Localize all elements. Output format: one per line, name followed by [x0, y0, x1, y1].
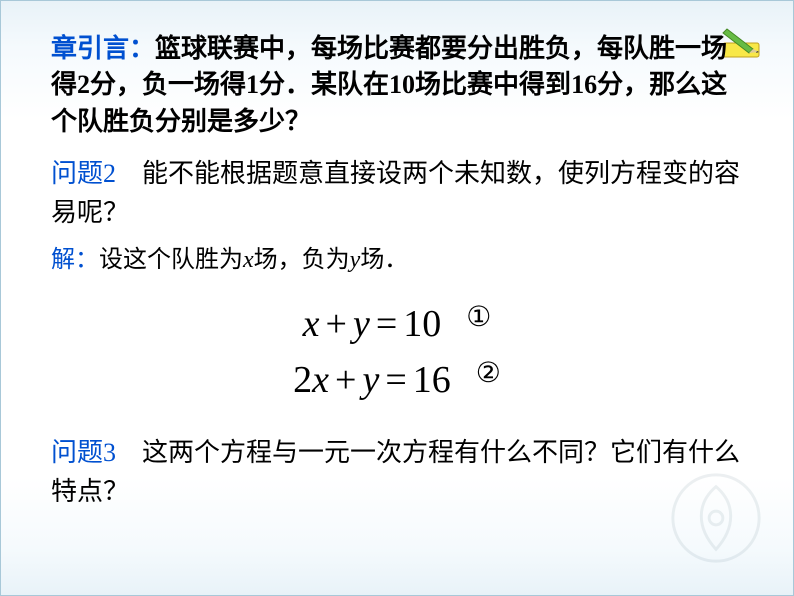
question-2-block: 问题2 能不能根据题意直接设两个未知数，使列方程变的容易呢？ — [51, 154, 743, 232]
intro-text-3: 分．某队在 — [259, 70, 389, 99]
equation-1-marker: ① — [466, 302, 491, 333]
solution-text-2: 场，负为 — [254, 247, 350, 273]
solution-block: 解：设这个队胜为x场，负为y场． — [51, 242, 743, 278]
question-2-text: 能不能根据题意直接设两个未知数，使列方程变的容易呢？ — [51, 159, 740, 227]
slide-content: 章引言：篮球联赛中，每场比赛都要分出胜负，每队胜一场得2分，负一场得1分．某队在… — [1, 1, 793, 541]
solution-text-3: 场． — [360, 247, 408, 273]
equation-2: 2x+y=16② — [293, 358, 501, 402]
question-3-label: 问题3 — [51, 438, 116, 467]
intro-num-2: 1 — [246, 70, 259, 99]
intro-text-4: 场比赛中得到 — [415, 70, 571, 99]
question-2-label: 问题2 — [51, 159, 116, 188]
equation-2-marker: ② — [476, 358, 501, 389]
solution-label: 解： — [51, 247, 99, 273]
solution-text-1: 设这个队胜为 — [99, 247, 243, 273]
intro-text-2: 分，负一场得 — [90, 70, 246, 99]
equation-1: x+y=10① — [303, 302, 492, 346]
question-3-block: 问题3 这两个方程与一元一次方程有什么不同？它们有什么特点？ — [51, 433, 743, 511]
intro-num-4: 16 — [571, 70, 597, 99]
solution-var-x: x — [243, 247, 254, 273]
equations-block: x+y=10① 2x+y=16② — [51, 296, 743, 408]
intro-num-1: 2 — [77, 70, 90, 99]
intro-block: 章引言：篮球联赛中，每场比赛都要分出胜负，每队胜一场得2分，负一场得1分．某队在… — [51, 31, 743, 140]
intro-num-3: 10 — [389, 70, 415, 99]
solution-var-y: y — [350, 247, 361, 273]
question-3-text: 这两个方程与一元一次方程有什么不同？它们有什么特点？ — [51, 438, 740, 506]
intro-label: 章引言： — [51, 34, 155, 63]
